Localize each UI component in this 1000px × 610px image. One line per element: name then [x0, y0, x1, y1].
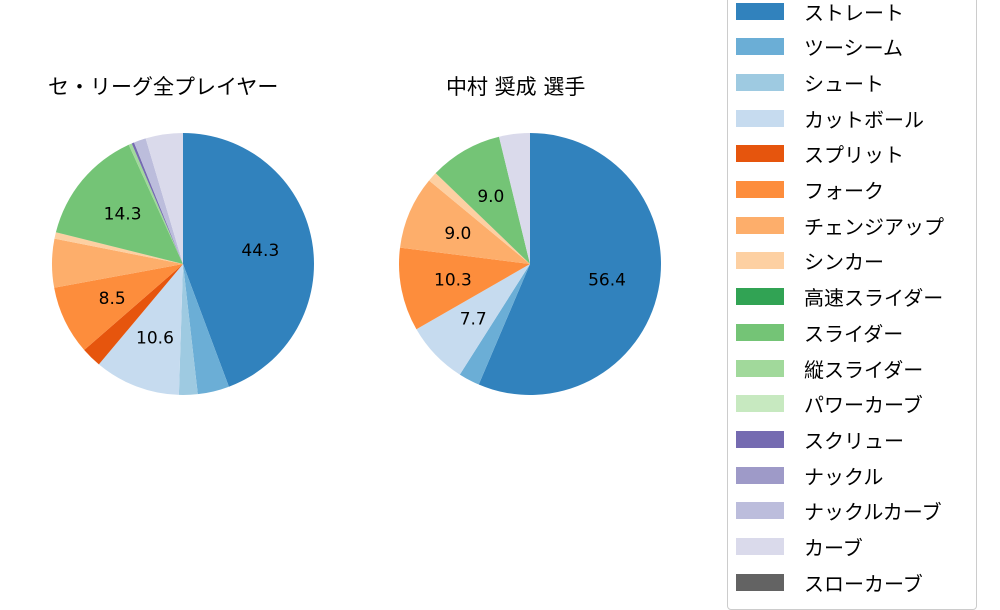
legend-item: ストレート: [736, 0, 904, 26]
legend-item: ツーシーム: [736, 32, 903, 62]
pie-slice: [416, 264, 530, 375]
pie-slice: [134, 138, 183, 264]
pie-slice: [178, 264, 198, 396]
pie-slice: [145, 133, 183, 264]
right-pie-title: 中村 奨成 選手: [446, 75, 586, 99]
legend-swatch: [736, 573, 784, 591]
pie-slice: [128, 143, 183, 264]
legend-label: チェンジアップ: [804, 214, 944, 239]
legend-swatch: [736, 38, 784, 56]
legend-item: スプリット: [736, 139, 904, 169]
slice-value-label: 8.5: [99, 289, 126, 309]
legend: ストレートツーシームシュートカットボール スプリットフォークチェンジアップ シンカー…: [727, 0, 977, 610]
legend-item: ナックル: [736, 460, 883, 490]
legend-label: 縦スライダー: [804, 357, 924, 382]
legend-item: 縦スライダー: [736, 353, 923, 383]
slice-value-label: 7.7: [460, 309, 487, 329]
legend-label: シンカー: [804, 250, 884, 275]
legend-label: カーブ: [804, 536, 863, 560]
legend-label: ツーシーム: [804, 36, 903, 61]
legend-swatch: [736, 395, 784, 413]
legend-swatch: [736, 323, 784, 341]
legend-label: ストレート: [804, 0, 904, 25]
legend-label: ナックルカーブ: [804, 500, 942, 525]
legend-label: スライダー: [804, 321, 904, 346]
legend-item: パワーカーブ: [736, 389, 923, 419]
legend-label: スローカーブ: [804, 571, 923, 596]
legend-item: シンカー: [736, 246, 884, 276]
legend-item: 高速スライダー: [736, 282, 943, 312]
slice-value-label: 10.3: [434, 270, 472, 290]
legend-item: スローカーブ: [736, 567, 923, 597]
legend-label: ナックル: [804, 464, 884, 489]
pie-slice: [55, 144, 183, 264]
legend-label: シュート: [804, 71, 884, 96]
league-pitch-pie: 44.3 10.6 8.5 14.3: [52, 133, 314, 396]
slice-value-label: 56.4: [588, 271, 626, 291]
left-pie-title: セ・リーグ全プレイヤー: [48, 75, 279, 99]
legend-swatch: [736, 359, 784, 377]
pie-slice: [131, 142, 183, 264]
pie-slice: [98, 264, 183, 395]
slice-value-label: 9.0: [477, 187, 504, 207]
pie-slice: [84, 264, 183, 365]
legend-label: パワーカーブ: [804, 393, 923, 418]
legend-label: スクリュー: [804, 428, 904, 453]
pie-slice: [399, 247, 530, 330]
legend-item: カーブ: [736, 532, 863, 562]
pie-slice: [52, 238, 183, 288]
legend-label: スプリット: [804, 143, 904, 168]
legend-swatch: [736, 216, 784, 234]
slice-value-label: 9.0: [444, 224, 471, 244]
legend-swatch: [736, 288, 784, 306]
slice-value-label: 44.3: [241, 241, 279, 261]
legend-label: 高速スライダー: [804, 286, 944, 311]
legend-label: フォーク: [804, 179, 884, 203]
pie-slice: [429, 173, 530, 264]
legend-swatch: [736, 466, 784, 484]
legend-item: チェンジアップ: [736, 210, 944, 240]
pie-slice: [499, 133, 530, 264]
legend-swatch: [736, 502, 784, 520]
slice-value-label: 10.6: [136, 328, 174, 348]
legend-swatch: [736, 2, 784, 20]
pie-slice: [435, 136, 530, 264]
legend-swatch: [736, 145, 784, 163]
pie-slice: [183, 133, 314, 387]
pie-slice: [478, 133, 661, 395]
legend-swatch: [736, 252, 784, 270]
legend-swatch: [736, 430, 784, 448]
legend-label: カットボール: [804, 107, 924, 132]
legend-item: カットボール: [736, 103, 924, 133]
player-pitch-pie: 56.4 7.7 10.3 9.0 9.0: [399, 133, 661, 395]
legend-swatch: [736, 73, 784, 91]
legend-swatch: [736, 538, 784, 555]
legend-item: シュート: [736, 67, 884, 97]
pie-slice: [400, 180, 530, 264]
slice-value-label: 14.3: [104, 205, 142, 225]
legend-item: ナックルカーブ: [736, 496, 942, 526]
legend-item: フォーク: [736, 175, 884, 205]
pie-slice: [459, 264, 530, 385]
legend-item: スライダー: [736, 317, 903, 347]
pie-slice: [54, 264, 184, 351]
legend-swatch: [736, 109, 784, 127]
pie-slice: [54, 232, 183, 264]
pie-slice: [183, 264, 229, 395]
legend-item: スクリュー: [736, 424, 904, 454]
legend-swatch: [736, 181, 784, 198]
